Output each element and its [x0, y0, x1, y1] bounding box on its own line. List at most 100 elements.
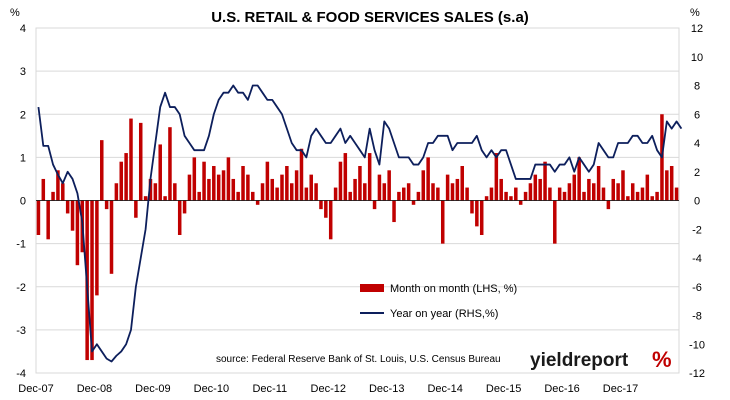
bar-month-on-month — [255, 200, 260, 205]
bar-month-on-month — [543, 161, 547, 201]
bar-month-on-month — [626, 196, 630, 201]
right-tick-label: -12 — [689, 368, 705, 380]
bar-month-on-month — [523, 191, 528, 201]
month-on-month-bars — [36, 114, 679, 361]
bar-month-on-month — [36, 200, 41, 235]
x-tick-label: Dec-14 — [427, 383, 462, 395]
bar-month-on-month — [455, 178, 460, 201]
bar-month-on-month — [596, 166, 601, 201]
bar-month-on-month — [475, 200, 479, 227]
bar-month-on-month — [236, 191, 240, 201]
left-tick-label: 1 — [20, 152, 26, 164]
bar-month-on-month — [426, 157, 430, 201]
bar-month-on-month — [592, 183, 596, 201]
bar-month-on-month — [319, 200, 323, 210]
bar-month-on-month — [124, 153, 128, 201]
bar-month-on-month — [353, 178, 357, 201]
bar-month-on-month — [616, 183, 620, 201]
left-tick-label: -3 — [16, 325, 26, 337]
right-tick-label: 4 — [694, 138, 700, 150]
bar-month-on-month — [494, 153, 499, 201]
bar-month-on-month — [109, 200, 114, 274]
bar-month-on-month — [372, 200, 377, 210]
left-tick-label: -1 — [16, 239, 26, 251]
bar-month-on-month — [192, 157, 197, 201]
bar-month-on-month — [216, 174, 221, 201]
left-tick-label: 4 — [20, 23, 26, 35]
bar-month-on-month — [285, 166, 289, 201]
bar-month-on-month — [421, 170, 426, 201]
bar-month-on-month — [100, 140, 104, 201]
bar-month-on-month — [548, 187, 552, 201]
bar-month-on-month — [655, 191, 659, 201]
bar-month-on-month — [70, 200, 75, 231]
bar-month-on-month — [51, 191, 55, 201]
bar-month-on-month — [450, 183, 455, 201]
bar-month-on-month — [304, 187, 309, 201]
bar-month-on-month — [562, 191, 567, 201]
bar-month-on-month — [577, 157, 581, 201]
bar-month-on-month — [582, 191, 586, 201]
source-note: source: Federal Reserve Bank of St. Loui… — [216, 354, 501, 365]
bar-month-on-month — [348, 191, 352, 201]
bar-month-on-month — [669, 166, 674, 201]
right-tick-label: 12 — [691, 23, 703, 35]
x-tick-label: Dec-17 — [603, 383, 638, 395]
bar-month-on-month — [674, 187, 679, 201]
right-axis-unit: % — [690, 7, 700, 19]
x-tick-label: Dec-07 — [18, 383, 53, 395]
bar-month-on-month — [251, 191, 255, 201]
bar-month-on-month — [134, 200, 138, 218]
x-tick-label: Dec-11 — [252, 383, 287, 395]
bar-month-on-month — [95, 200, 99, 296]
legend-swatch-month-on-month — [360, 284, 384, 292]
bar-month-on-month — [402, 187, 406, 201]
brand-name: yieldreport — [530, 350, 629, 371]
legend-label-month-on-month: Month on month (LHS, %) — [390, 283, 517, 295]
bar-month-on-month — [226, 157, 231, 201]
x-tick-label: Dec-08 — [77, 383, 112, 395]
chart-title: U.S. RETAIL & FOOD SERVICES SALES (s.a) — [211, 9, 529, 26]
bar-month-on-month — [90, 200, 94, 361]
bar-month-on-month — [392, 200, 396, 223]
bar-month-on-month — [187, 174, 192, 201]
bar-month-on-month — [440, 200, 445, 244]
bar-month-on-month — [621, 170, 625, 201]
bar-month-on-month — [504, 191, 508, 201]
bar-month-on-month — [270, 178, 275, 201]
bar-month-on-month — [41, 178, 46, 201]
bar-month-on-month — [538, 178, 542, 201]
bar-month-on-month — [509, 196, 513, 201]
bar-month-on-month — [143, 196, 148, 201]
right-axis-ticks: -12 -10 -8 -6 -4 -2 0 2 4 6 8 10 12 — [689, 23, 705, 380]
left-tick-label: 2 — [20, 109, 26, 121]
right-tick-label: 2 — [694, 167, 700, 179]
x-tick-label: Dec-13 — [369, 383, 404, 395]
bar-month-on-month — [650, 196, 654, 201]
bar-month-on-month — [65, 200, 70, 214]
bar-month-on-month — [163, 196, 167, 201]
bar-month-on-month — [56, 170, 60, 201]
bar-month-on-month — [275, 187, 279, 201]
bar-month-on-month — [61, 183, 65, 201]
bar-month-on-month — [533, 174, 538, 201]
right-tick-label: -2 — [692, 224, 702, 236]
x-axis-ticks: Dec-07 Dec-08 Dec-09 Dec-10 Dec-11 Dec-12 Dec-… — [18, 383, 638, 395]
bar-month-on-month — [499, 178, 503, 201]
bar-month-on-month — [129, 118, 133, 201]
bar-month-on-month — [177, 200, 182, 235]
bar-month-on-month — [197, 191, 201, 201]
bar-month-on-month — [299, 148, 304, 201]
bar-month-on-month — [280, 174, 284, 201]
right-tick-label: 8 — [694, 81, 700, 93]
left-tick-label: 0 — [20, 196, 26, 208]
bar-month-on-month — [606, 200, 611, 210]
bar-month-on-month — [665, 170, 669, 201]
bar-month-on-month — [309, 174, 313, 201]
bar-month-on-month — [572, 174, 577, 201]
bar-month-on-month — [436, 187, 440, 201]
bar-month-on-month — [328, 200, 333, 240]
bar-month-on-month — [470, 200, 474, 214]
bar-month-on-month — [294, 170, 299, 201]
left-axis-unit: % — [10, 7, 20, 19]
